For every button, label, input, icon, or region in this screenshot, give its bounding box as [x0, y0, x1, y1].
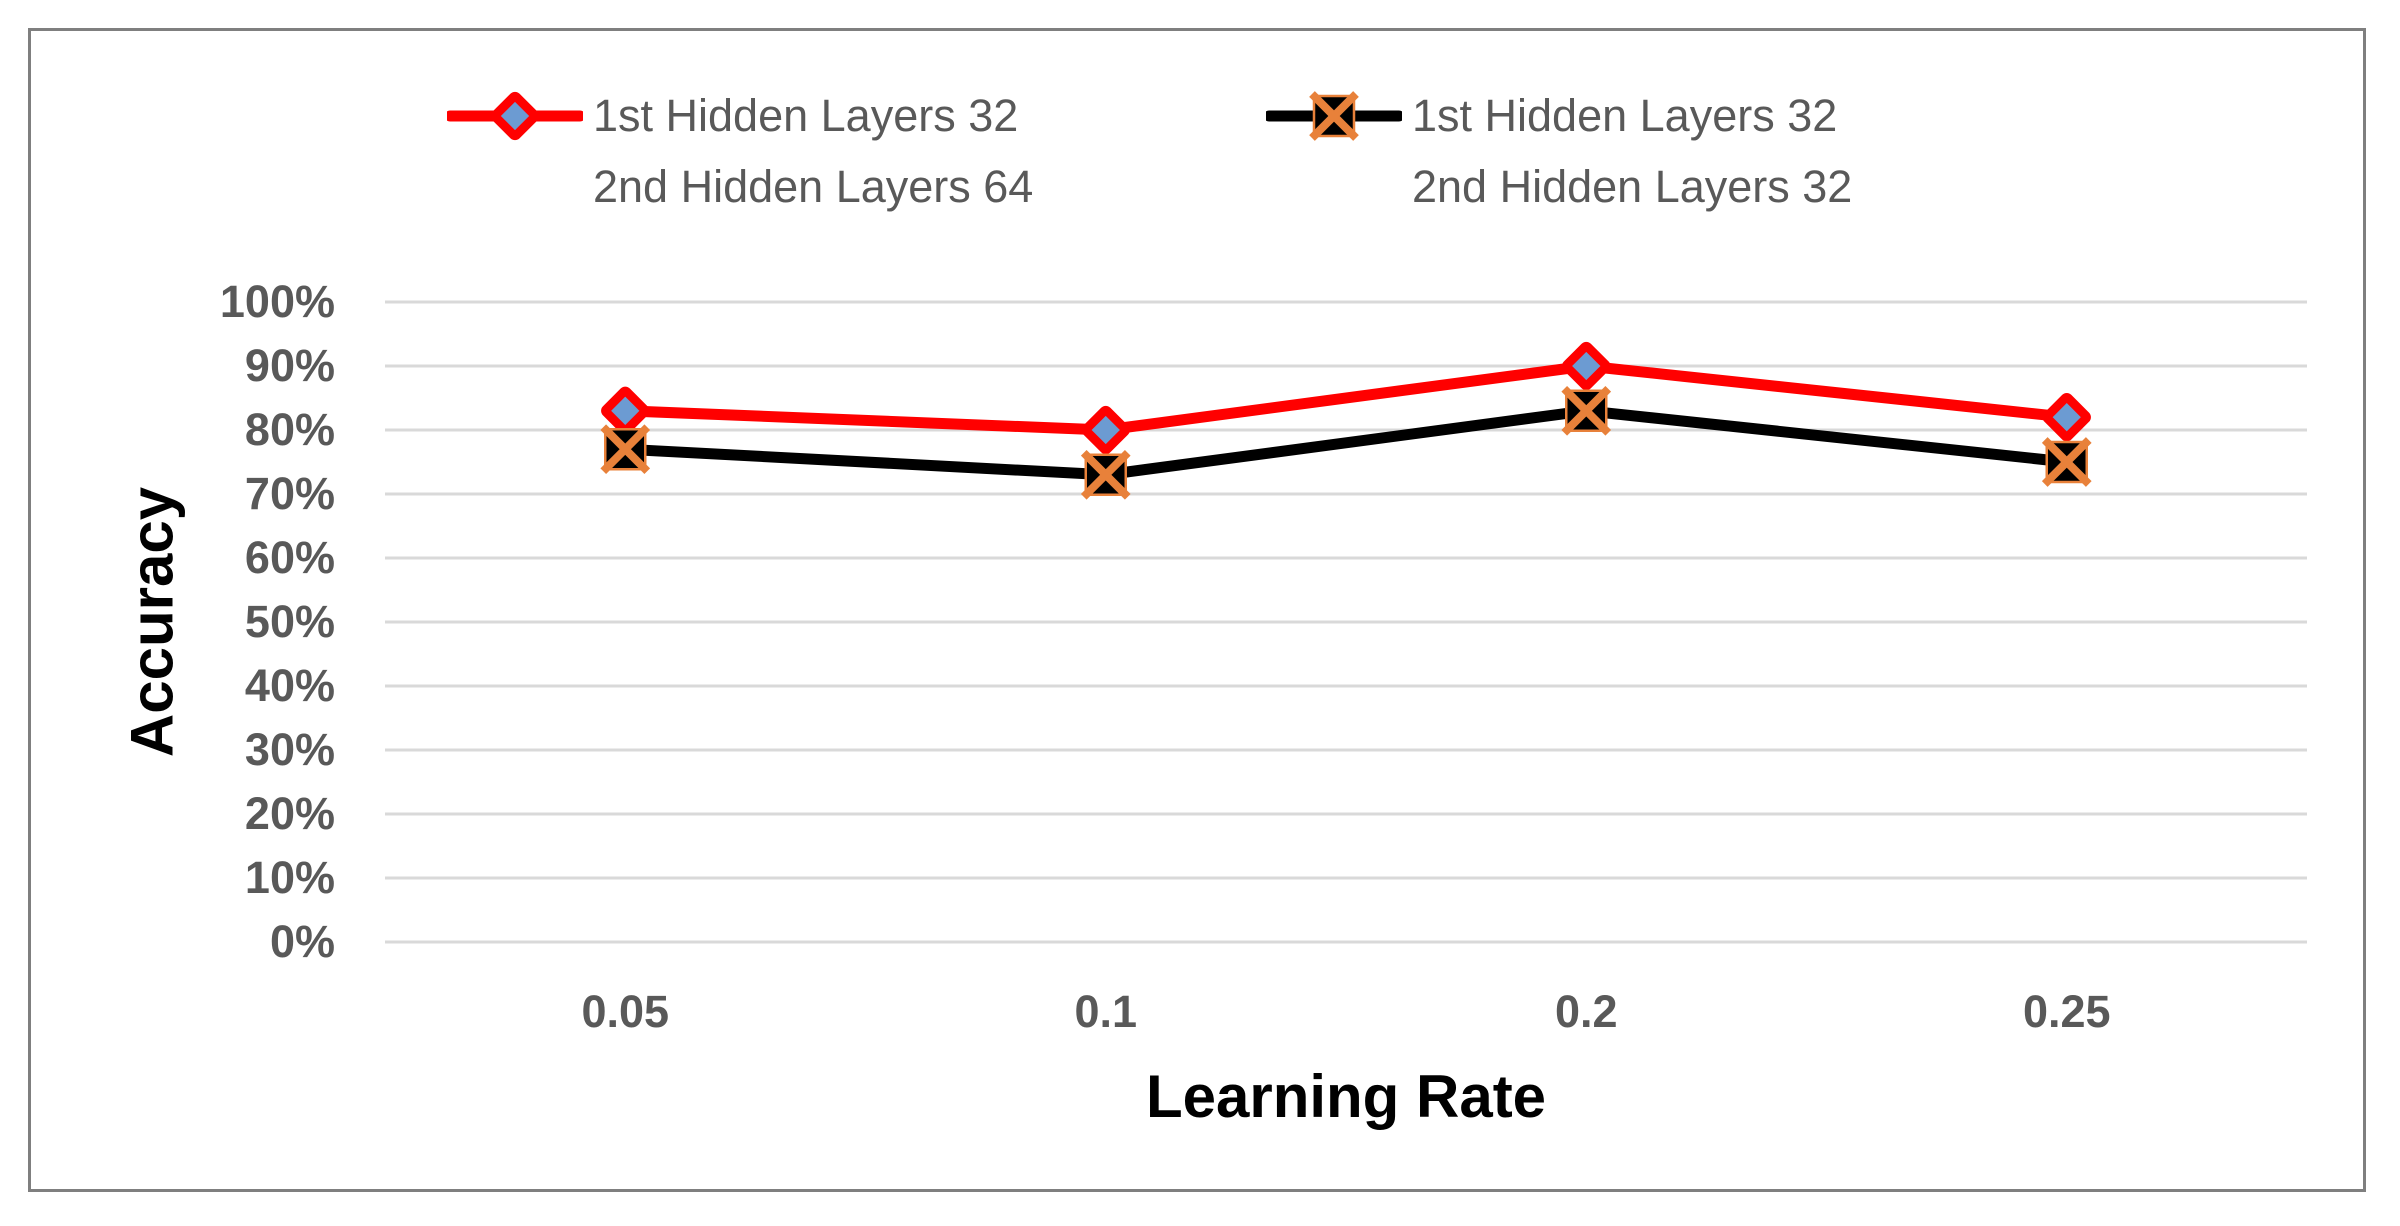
y-tick-label: 80% — [244, 404, 335, 455]
diamond-marker-icon — [1081, 405, 1130, 455]
series-line — [619, 360, 2073, 436]
x-axis-title: Learning Rate — [1145, 1063, 1547, 1130]
y-axis-title: Accuracy — [118, 486, 186, 758]
x-tick-label: 0.05 — [581, 986, 670, 1037]
y-tick-label: 0% — [269, 916, 335, 967]
y-tick-label: 70% — [244, 468, 335, 519]
y-tick-label: 20% — [244, 788, 335, 839]
x-marker-stroke-icon — [600, 424, 651, 475]
x-tick-label: 0.1 — [1074, 986, 1138, 1037]
diamond-marker-icon — [1562, 341, 1611, 391]
x-marker-stroke-icon — [1309, 91, 1359, 141]
legend-item-series-2: 1st Hidden Layers 32 2nd Hidden Layers 3… — [1266, 80, 1852, 222]
legend-label-line: 2nd Hidden Layers 64 — [593, 161, 1034, 212]
diamond-marker-icon — [2042, 393, 2091, 442]
y-tick-label: 40% — [244, 660, 335, 711]
y-tick-label: 60% — [244, 532, 335, 583]
x-marker-stroke-icon — [2041, 437, 2092, 487]
x-tick-label: 0.2 — [1554, 986, 1618, 1037]
chart-border-frame — [28, 28, 2366, 1192]
legend-swatch-red-diamond-icon — [447, 91, 583, 141]
legend-label-series-2: 1st Hidden Layers 32 2nd Hidden Layers 3… — [1412, 80, 1852, 222]
y-tick-label: 100% — [219, 276, 335, 327]
y-tick-label: 90% — [244, 340, 335, 391]
legend-label-line: 2nd Hidden Layers 32 — [1412, 161, 1853, 212]
diamond-marker-icon — [601, 386, 650, 435]
x-tick-label: 0.25 — [2022, 986, 2111, 1037]
legend-label-line: 1st Hidden Layers 32 — [1412, 90, 1838, 141]
legend-item-series-1: 1st Hidden Layers 32 2nd Hidden Layers 6… — [447, 80, 1033, 222]
y-tick-label: 10% — [244, 852, 335, 903]
legend-swatch-black-x-icon — [1266, 91, 1402, 141]
y-tick-label: 30% — [244, 724, 335, 775]
x-marker-stroke-icon — [1561, 385, 1612, 436]
series-line — [619, 405, 2073, 481]
legend-label-line: 1st Hidden Layers 32 — [593, 90, 1019, 141]
x-marker-stroke-icon — [1080, 449, 1131, 500]
legend-label-series-1: 1st Hidden Layers 32 2nd Hidden Layers 6… — [593, 80, 1033, 222]
diamond-marker-icon — [490, 91, 540, 141]
y-tick-label: 50% — [244, 596, 335, 647]
